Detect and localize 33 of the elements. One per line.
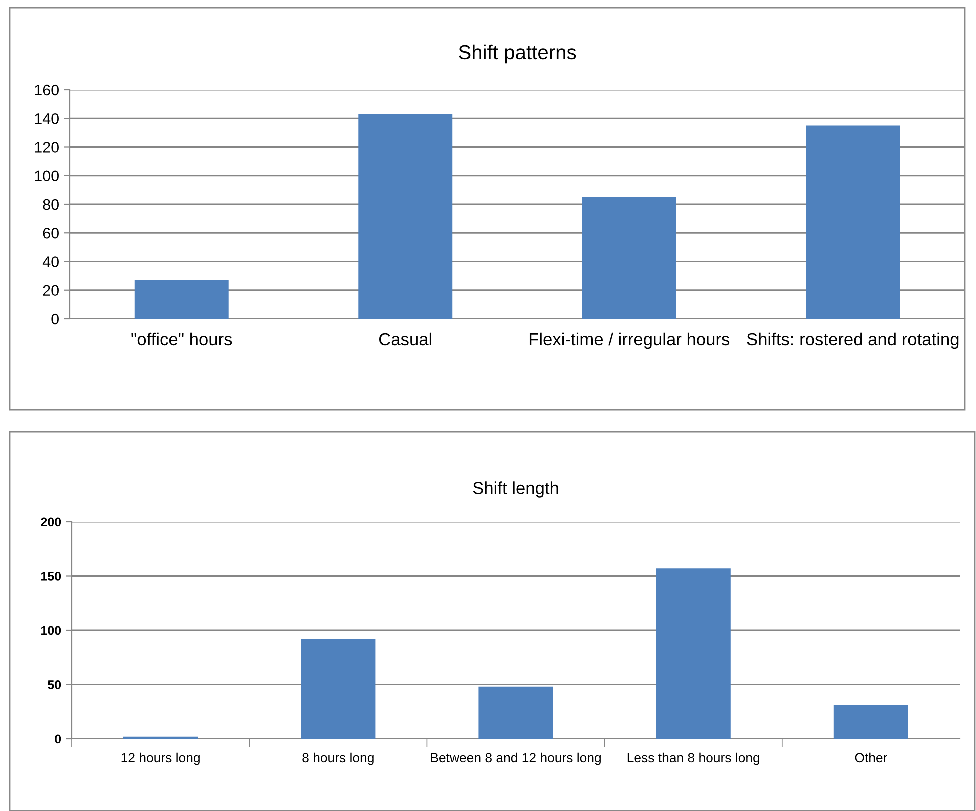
bar	[582, 197, 676, 319]
chart-title: Shift patterns	[459, 44, 576, 64]
y-tick-label: 150	[42, 572, 62, 581]
x-tick-label: Between 8 and 12 hours long	[431, 752, 601, 766]
y-tick-label: 160	[35, 84, 59, 96]
chart-title: Shift length	[473, 482, 558, 498]
bar	[806, 126, 900, 319]
x-tick-label: 12 hours long	[122, 752, 200, 766]
bar	[478, 686, 554, 739]
y-tick-label: 100	[35, 170, 59, 182]
y-tick-label: 60	[43, 228, 59, 239]
bar	[134, 280, 229, 319]
bar	[834, 705, 908, 739]
y-tick-label: 0	[52, 314, 59, 325]
y-tick-label: 120	[35, 142, 59, 153]
bar	[301, 639, 376, 739]
y-tick-label: 100	[42, 626, 62, 636]
y-tick-label: 40	[42, 256, 59, 268]
x-tick-label: 8 hours long	[302, 752, 374, 766]
y-tick-label: 140	[35, 113, 59, 124]
x-tick-label: Less than 8 hours long	[628, 752, 760, 766]
x-tick-label: Other	[855, 752, 888, 763]
bar	[358, 114, 453, 319]
y-tick-label: 50	[48, 680, 62, 690]
y-tick-label: 0	[55, 734, 62, 744]
bar	[656, 568, 731, 739]
y-tick-label: 20	[43, 285, 59, 296]
x-tick-label: Casual	[379, 332, 432, 346]
x-tick-label: Flexi-time / irregular hours	[530, 332, 730, 350]
y-tick-label: 80	[43, 199, 59, 210]
y-tick-label: 200	[41, 518, 62, 527]
x-tick-label: "office" hours	[132, 332, 232, 346]
x-tick-label: Shifts: rostered and rotating	[747, 332, 959, 350]
